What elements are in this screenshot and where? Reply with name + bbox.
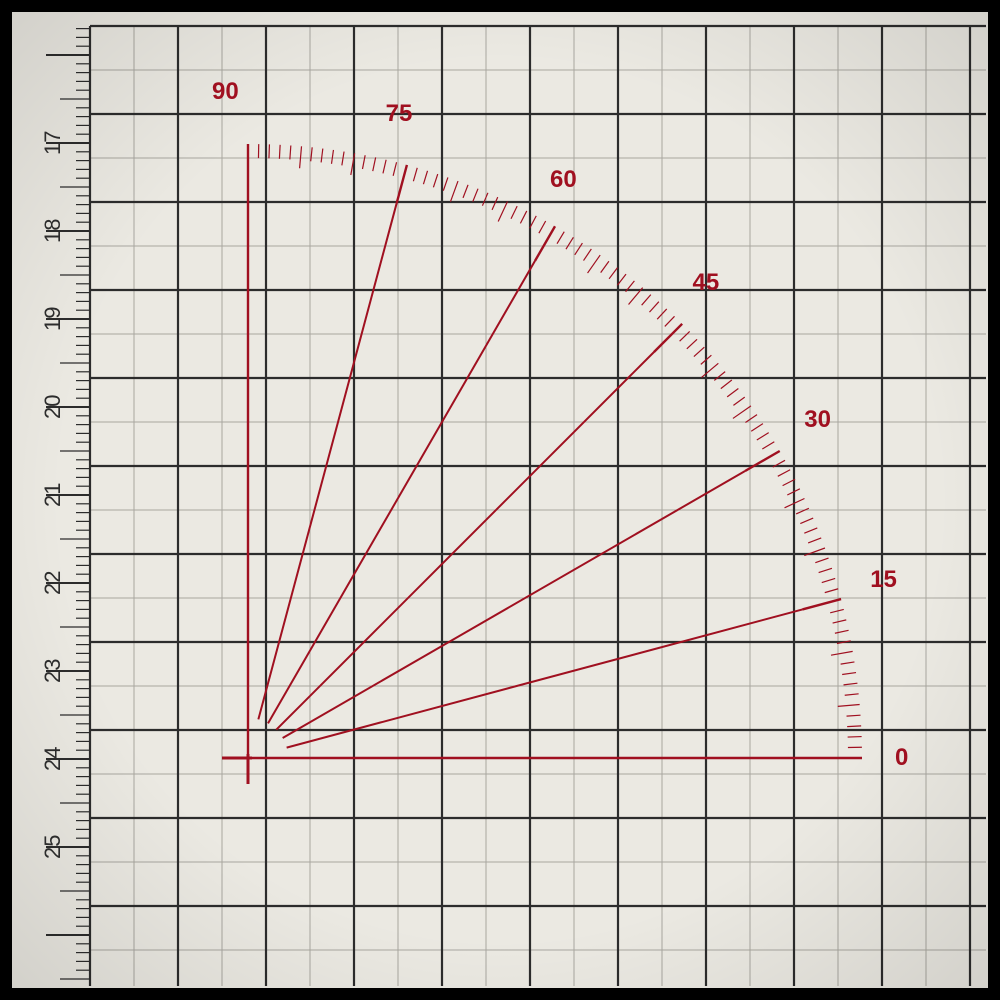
ruler-label: 17 [40, 131, 66, 155]
cutting-mat: 17 18 19 20 21 22 23 24 25 0 15 30 45 60 75 90 [12, 12, 988, 988]
ruler-label: 23 [40, 659, 66, 683]
angle-label: 60 [550, 166, 577, 194]
ruler-label: 21 [40, 483, 66, 507]
angle-label: 90 [212, 78, 239, 106]
ruler-label: 22 [40, 571, 66, 595]
ruler-label: 20 [40, 395, 66, 419]
angle-label: 15 [870, 566, 897, 594]
angle-label: 75 [386, 100, 413, 128]
ruler-label: 18 [40, 219, 66, 243]
angle-label: 0 [895, 744, 908, 772]
ruler-label: 25 [40, 835, 66, 859]
angle-label: 30 [804, 406, 831, 434]
ruler-label: 24 [40, 747, 66, 771]
angle-label: 45 [693, 269, 720, 297]
ruler-label: 19 [40, 307, 66, 331]
